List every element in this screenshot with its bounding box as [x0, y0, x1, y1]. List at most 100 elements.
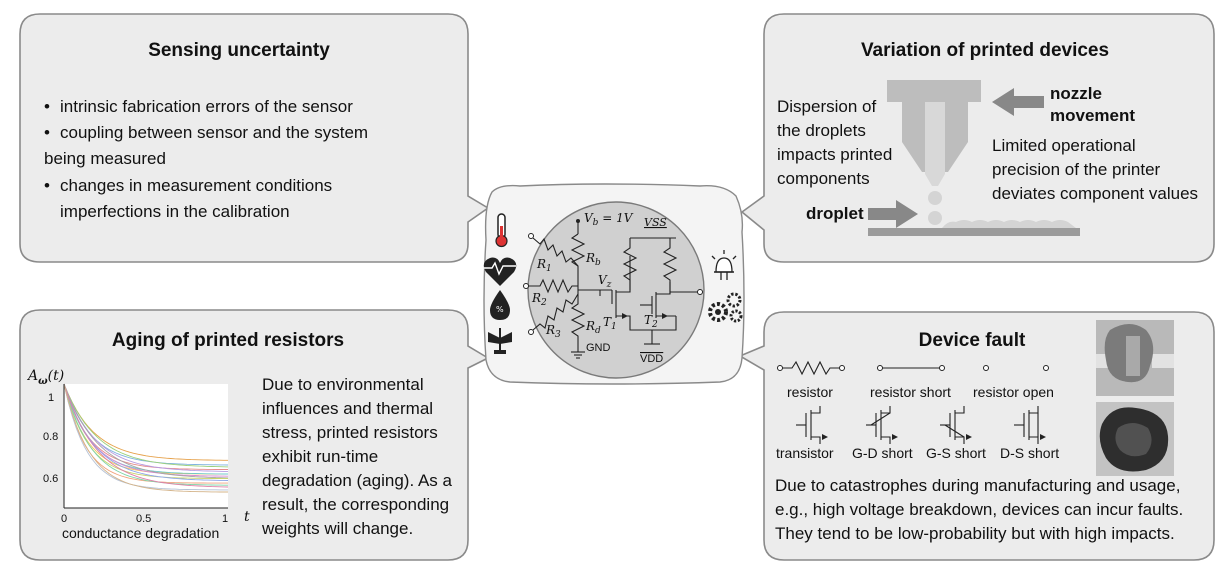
x-tick-label: 0: [61, 513, 67, 525]
x-axis-label: conductance degradation: [62, 525, 219, 541]
fault-text: Due to catastrophes during manufacturing…: [775, 476, 1183, 543]
chart-series-line: [63, 383, 229, 468]
bullet-text: being measured: [44, 149, 166, 168]
dispersion-text: the droplets: [777, 121, 866, 140]
bullet-text: changes in measurement conditions: [60, 176, 332, 195]
thermometer-icon: [495, 213, 508, 248]
variation-texts: Dispersion of the droplets impacts print…: [777, 84, 1198, 223]
input-terminal: [528, 329, 534, 335]
variation-title: Variation of printed devices: [861, 40, 1109, 61]
printer-nozzle: [868, 80, 1080, 236]
resistor-rb: [570, 233, 586, 290]
bullet-text: coupling between sensor and the system: [60, 123, 368, 142]
fault-line: Due to catastrophes during manufacturing…: [775, 476, 1180, 495]
bullet-dot: •: [44, 123, 50, 142]
droplet-label: droplet: [806, 204, 864, 223]
ds-short-symbol: [1014, 406, 1046, 444]
y-tick-label: 0.6: [43, 473, 58, 485]
vss-label: VSS: [644, 216, 667, 229]
wind-vane-icon: [488, 328, 512, 354]
dispersion-text: components: [777, 169, 870, 188]
limited-text: precision of the printer: [992, 160, 1161, 179]
resistor-symbol: [777, 360, 845, 376]
fault-label: transistor: [776, 445, 834, 461]
fault-photo-top: [1096, 320, 1174, 396]
chart-series-line: [63, 383, 228, 472]
chart-series-line: [63, 383, 228, 461]
variation-panel: [740, 13, 1215, 263]
chart-series-group: [63, 383, 229, 493]
resistor-r1: [532, 237, 579, 267]
x-tick-label: 0.5: [136, 513, 151, 525]
aging-line: stress, printed resistors: [262, 423, 438, 442]
fault-photo-bottom: [1096, 402, 1174, 476]
gd-short-symbol: [866, 406, 898, 444]
sensing-panel: [19, 13, 490, 263]
resistor-r2: [528, 278, 578, 294]
aging-line: result, the corresponding: [262, 495, 449, 514]
sensing-bullets: • intrinsic fabrication errors of the se…: [44, 97, 368, 221]
gears-icon: [708, 292, 743, 323]
aging-chart: 1 0.8 0.6 0 0.5 1 t conductance degradat…: [26, 368, 250, 541]
chart-series-line: [63, 383, 228, 491]
nozzle-arrow: [992, 88, 1044, 116]
humidity-icon-glyph: %: [496, 305, 504, 314]
aging-line: weights will change.: [261, 519, 413, 538]
resistor-short-symbol: [877, 365, 945, 371]
chart-series-line: [63, 383, 228, 486]
led-light-icon: [711, 250, 737, 280]
fault-label: D-S short: [1000, 445, 1059, 461]
nozzle-label: nozzle: [1050, 84, 1102, 103]
fault-label: resistor open: [973, 384, 1054, 400]
fault-line: e.g., high voltage breakdown, devices ca…: [775, 500, 1183, 519]
fault-labels: resistor resistor short resistor open tr…: [776, 384, 1059, 461]
nozzle-label: movement: [1050, 106, 1135, 125]
resistor-open-symbol: [983, 365, 1049, 371]
limited-text: deviates component values: [992, 184, 1198, 203]
transistor-symbol: [796, 406, 828, 444]
aging-title: Aging of printed resistors: [112, 330, 344, 351]
chart-series-line: [63, 383, 229, 479]
x-tick-label: 1: [222, 513, 228, 525]
gnd-label: GND: [586, 342, 611, 354]
fault-title: Device fault: [919, 330, 1026, 351]
y-tick-label: 0.8: [43, 431, 58, 443]
humidity-icon: %: [490, 290, 510, 320]
input-terminal: [528, 233, 534, 239]
dispersion-text: impacts printed: [777, 145, 892, 164]
chart-series-line: [63, 383, 229, 481]
dispersion-text: Dispersion of: [777, 97, 876, 116]
heart-rate-icon: [483, 257, 517, 286]
aging-line: Due to environmental: [262, 375, 424, 394]
vdd-label: VDD: [640, 353, 663, 365]
fault-label: resistor: [787, 384, 833, 400]
droplet-arrow: [868, 200, 918, 228]
y-tick-label: 1: [48, 392, 54, 404]
y-axis-label: Aω(t): [26, 368, 64, 387]
vb-label: Vb = 1V: [584, 211, 634, 228]
resistor-r3: [532, 293, 579, 331]
sensing-title: Sensing uncertainty: [148, 40, 330, 61]
fault-label: G-D short: [852, 445, 913, 461]
fault-line: They tend to be low-probability but with…: [775, 524, 1175, 543]
chart-series-line: [63, 383, 229, 488]
fault-label: G-S short: [926, 445, 986, 461]
t-axis-label: t: [244, 509, 250, 525]
aging-text: Due to environmental influences and ther…: [261, 375, 453, 538]
bullet-dot: •: [44, 97, 50, 116]
circuit-diagram: Vb = 1V VSS Rb R1 R2 R3 Rd Vz T1 T2 GND …: [523, 211, 703, 365]
fault-label: resistor short: [870, 384, 951, 400]
limited-text: Limited operational: [992, 136, 1136, 155]
aging-line: degradation (aging). As a: [262, 471, 453, 490]
fault-panel: [738, 311, 1215, 561]
gs-short-symbol: [940, 406, 972, 444]
bullet-dot: •: [44, 176, 50, 195]
aging-line: influences and thermal: [262, 399, 433, 418]
aging-line: exhibit run-time: [262, 447, 378, 466]
bullet-text: intrinsic fabrication errors of the sens…: [60, 97, 353, 116]
bullet-text: imperfections in the calibration: [60, 202, 290, 221]
chart-series-line: [63, 383, 228, 493]
input-terminal: [523, 283, 529, 289]
resistor-rd: [570, 290, 586, 352]
